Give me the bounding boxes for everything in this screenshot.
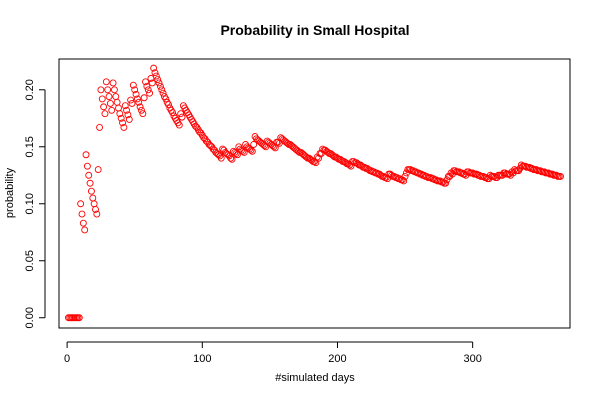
data-point (133, 95, 141, 103)
data-point (81, 226, 89, 234)
data-point (162, 95, 170, 103)
data-point (78, 210, 86, 218)
data-point (85, 171, 93, 179)
data-point (93, 210, 101, 218)
y-tick-label: 0.15 (24, 136, 36, 157)
data-point (86, 179, 94, 187)
data-point (108, 106, 116, 114)
data-point (140, 94, 148, 102)
data-point (227, 154, 235, 162)
data-point (94, 166, 102, 174)
data-point (92, 206, 99, 213)
data-point (119, 119, 126, 127)
x-tick-label: 0 (64, 353, 70, 365)
data-point (104, 86, 112, 94)
data-point (82, 151, 90, 159)
x-tick-label: 100 (193, 353, 211, 365)
data-point (158, 86, 166, 94)
data-point (247, 146, 255, 154)
data-point (125, 115, 133, 123)
data-point (165, 101, 172, 109)
data-point (110, 86, 118, 94)
data-point (146, 89, 154, 97)
data-point (557, 172, 564, 180)
data-point (116, 110, 124, 118)
data-point (175, 121, 183, 129)
data-point (144, 86, 152, 94)
data-point (131, 86, 139, 94)
data-point (109, 79, 117, 87)
x-tick-label: 200 (328, 353, 346, 365)
y-tick-label: 0.05 (24, 250, 36, 271)
data-point (106, 99, 114, 107)
data-point (217, 154, 225, 162)
data-point (442, 179, 450, 187)
y-axis-label: probability (4, 167, 16, 218)
data-point (154, 76, 162, 83)
data-point (148, 79, 156, 87)
data-point (136, 103, 144, 111)
data-point (129, 81, 137, 89)
data-point (132, 90, 140, 98)
data-point (105, 93, 113, 101)
data-point (101, 110, 109, 118)
data-point (250, 141, 258, 148)
data-point (77, 200, 85, 208)
data-point (138, 106, 145, 114)
data-point (124, 111, 132, 119)
chart-title: Probability in Small Hospital (220, 22, 409, 38)
data-point (156, 82, 164, 90)
y-tick-label: 0.00 (24, 307, 36, 328)
data-point (142, 78, 149, 86)
data-point (233, 151, 241, 159)
data-point (177, 110, 185, 118)
x-tick-label: 300 (463, 353, 481, 365)
data-point (117, 114, 125, 122)
data-point (135, 98, 143, 106)
data-point (139, 110, 147, 118)
data-point (87, 187, 95, 195)
data-point (240, 149, 248, 156)
data-point (79, 219, 87, 227)
data-point (127, 96, 135, 104)
plot-frame (58, 58, 571, 329)
data-point (100, 103, 108, 111)
data-point (120, 123, 128, 131)
data-point (128, 99, 136, 107)
data-points (65, 64, 564, 322)
data-point (143, 82, 151, 90)
data-point (155, 79, 163, 87)
data-point (152, 72, 160, 80)
y-axis: 0.00 0.05 0.10 0.15 0.20 (24, 79, 46, 328)
y-tick-label: 0.20 (24, 79, 36, 100)
data-point (178, 113, 186, 121)
data-point (121, 102, 129, 110)
data-point (102, 78, 110, 86)
data-point (169, 109, 177, 117)
data-point (248, 147, 256, 155)
data-point (83, 162, 91, 170)
data-point (98, 95, 106, 103)
data-point (239, 147, 247, 155)
data-point (232, 150, 240, 158)
data-point (228, 155, 236, 163)
y-tick-label: 0.10 (24, 193, 36, 214)
data-point (75, 314, 83, 322)
data-point (123, 106, 131, 114)
data-point (401, 172, 409, 180)
data-point (96, 123, 104, 131)
x-axis: 0 100 200 300 (64, 341, 482, 365)
data-point (159, 89, 167, 97)
data-point (97, 86, 105, 94)
x-axis-label: #simulated days (275, 372, 355, 384)
data-point (150, 64, 158, 72)
data-point (151, 69, 159, 77)
data-point (400, 177, 408, 185)
